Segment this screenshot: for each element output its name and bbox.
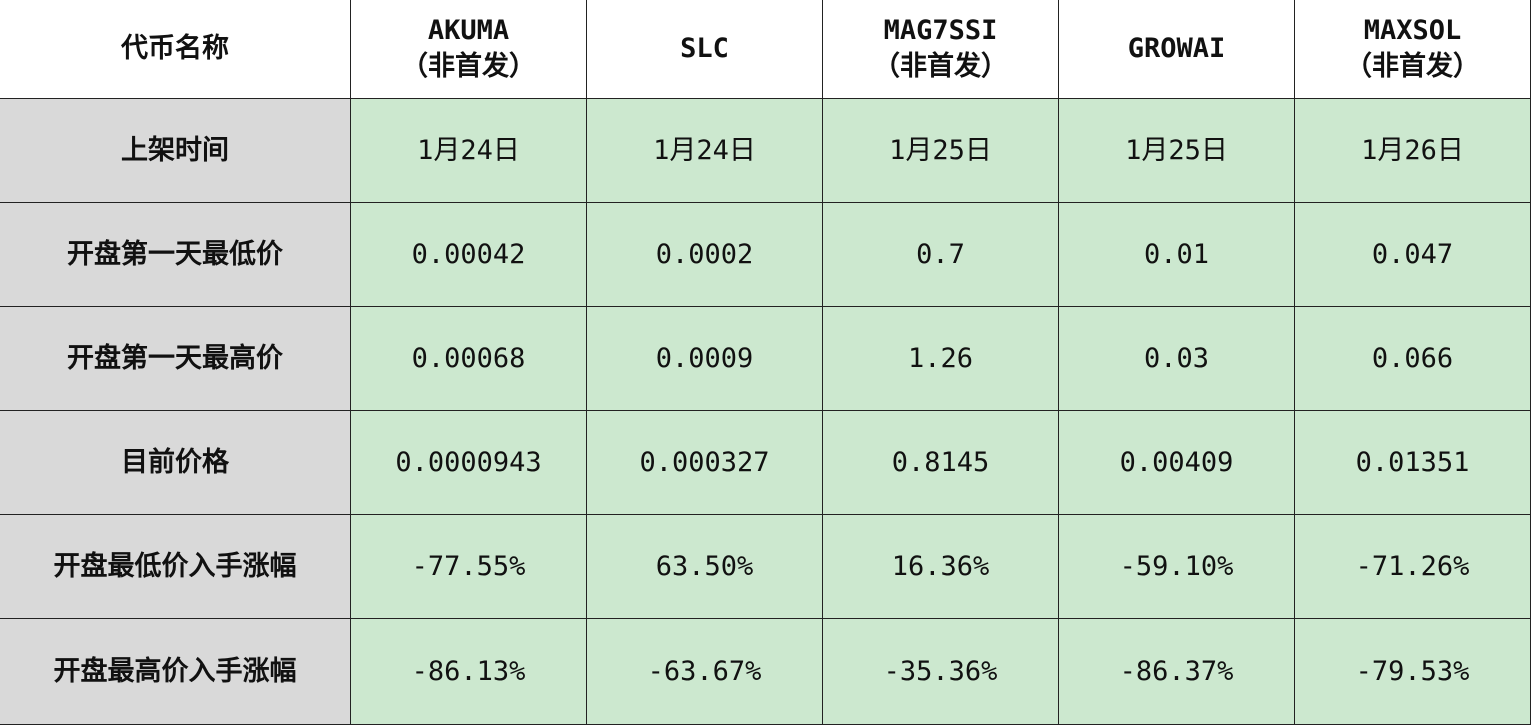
row-label: 开盘第一天最低价 <box>67 238 283 270</box>
value-cell: 63.50% <box>587 515 823 619</box>
cell-value: 0.0002 <box>655 238 754 270</box>
header-line: AKUMA <box>427 15 510 46</box>
cell-value: 0.047 <box>1371 238 1454 270</box>
value-cell: 0.0009 <box>587 307 823 411</box>
value-cell: -35.36% <box>823 619 1059 725</box>
row-label-cell: 开盘最低价入手涨幅 <box>0 515 351 619</box>
row-label: 上架时间 <box>121 134 229 166</box>
value-cell: 1月24日 <box>587 99 823 203</box>
cell-value: 63.50% <box>655 550 754 582</box>
value-cell: 0.01 <box>1059 203 1295 307</box>
value-cell: 1月25日 <box>823 99 1059 203</box>
header-cell: SLC <box>587 0 823 99</box>
header-line: GROWAI <box>1127 33 1226 64</box>
row-label-cell: 开盘最高价入手涨幅 <box>0 619 351 725</box>
value-cell: 0.7 <box>823 203 1059 307</box>
header-cell: AKUMA （非首发） <box>351 0 587 99</box>
cell-value: 0.01351 <box>1355 446 1470 478</box>
cell-value: 0.066 <box>1371 342 1454 374</box>
value-cell: 1.26 <box>823 307 1059 411</box>
value-cell: 0.000327 <box>587 411 823 515</box>
cell-value: 1月25日 <box>889 134 992 166</box>
row-label: 开盘最高价入手涨幅 <box>53 655 297 687</box>
row-label-cell: 开盘第一天最低价 <box>0 203 351 307</box>
header-line: （非首发） <box>873 51 1008 82</box>
cell-value: 0.8145 <box>891 446 990 478</box>
value-cell: 0.00042 <box>351 203 587 307</box>
header-line: MAG7SSI <box>883 15 998 46</box>
value-cell: -71.26% <box>1295 515 1531 619</box>
value-cell: -63.67% <box>587 619 823 725</box>
cell-value: -86.37% <box>1119 655 1234 687</box>
header-line: （非首发） <box>401 51 536 82</box>
cell-value: 0.01 <box>1143 238 1210 270</box>
cell-value: -63.67% <box>647 655 762 687</box>
header-cell: MAXSOL （非首发） <box>1295 0 1531 99</box>
header-cell: MAG7SSI （非首发） <box>823 0 1059 99</box>
value-cell: 0.00068 <box>351 307 587 411</box>
cell-value: -86.13% <box>411 655 526 687</box>
value-cell: -59.10% <box>1059 515 1295 619</box>
value-cell: 1月25日 <box>1059 99 1295 203</box>
value-cell: -86.37% <box>1059 619 1295 725</box>
cell-value: 0.00409 <box>1119 446 1234 478</box>
value-cell: -77.55% <box>351 515 587 619</box>
cell-value: 0.0009 <box>655 342 754 374</box>
cell-value: 0.03 <box>1143 342 1210 374</box>
value-cell: 0.0002 <box>587 203 823 307</box>
row-label: 开盘最低价入手涨幅 <box>53 550 297 582</box>
cell-value: 1.26 <box>907 342 974 374</box>
cell-value: 0.7 <box>916 238 965 270</box>
value-cell: -79.53% <box>1295 619 1531 725</box>
row-label: 开盘第一天最高价 <box>67 342 283 374</box>
corner-cell: 代币名称 <box>0 0 351 99</box>
value-cell: 0.03 <box>1059 307 1295 411</box>
row-label-cell: 目前价格 <box>0 411 351 515</box>
cell-value: -35.36% <box>883 655 998 687</box>
cell-value: 1月24日 <box>653 134 756 166</box>
cell-value: 16.36% <box>891 550 990 582</box>
corner-label: 代币名称 <box>121 33 229 64</box>
header-line: （非首发） <box>1345 51 1480 82</box>
value-cell: 0.047 <box>1295 203 1531 307</box>
cell-value: 1月25日 <box>1125 134 1228 166</box>
cell-value: 0.00068 <box>411 342 526 374</box>
cell-value: -79.53% <box>1355 655 1470 687</box>
value-cell: 0.8145 <box>823 411 1059 515</box>
header-line: MAXSOL <box>1363 15 1462 46</box>
cell-value: 0.0000943 <box>395 446 542 478</box>
cell-value: 0.000327 <box>639 446 770 478</box>
value-cell: 0.00409 <box>1059 411 1295 515</box>
cell-value: -59.10% <box>1119 550 1234 582</box>
value-cell: -86.13% <box>351 619 587 725</box>
value-cell: 1月26日 <box>1295 99 1531 203</box>
value-cell: 0.01351 <box>1295 411 1531 515</box>
cell-value: -77.55% <box>411 550 526 582</box>
row-label-cell: 开盘第一天最高价 <box>0 307 351 411</box>
cell-value: 0.00042 <box>411 238 526 270</box>
value-cell: 0.0000943 <box>351 411 587 515</box>
value-cell: 0.066 <box>1295 307 1531 411</box>
row-label-cell: 上架时间 <box>0 99 351 203</box>
header-line: SLC <box>680 33 729 64</box>
value-cell: 1月24日 <box>351 99 587 203</box>
value-cell: 16.36% <box>823 515 1059 619</box>
header-cell: GROWAI <box>1059 0 1295 99</box>
cell-value: 1月26日 <box>1361 134 1464 166</box>
cell-value: 1月24日 <box>417 134 520 166</box>
row-label: 目前价格 <box>121 446 229 478</box>
cell-value: -71.26% <box>1355 550 1470 582</box>
